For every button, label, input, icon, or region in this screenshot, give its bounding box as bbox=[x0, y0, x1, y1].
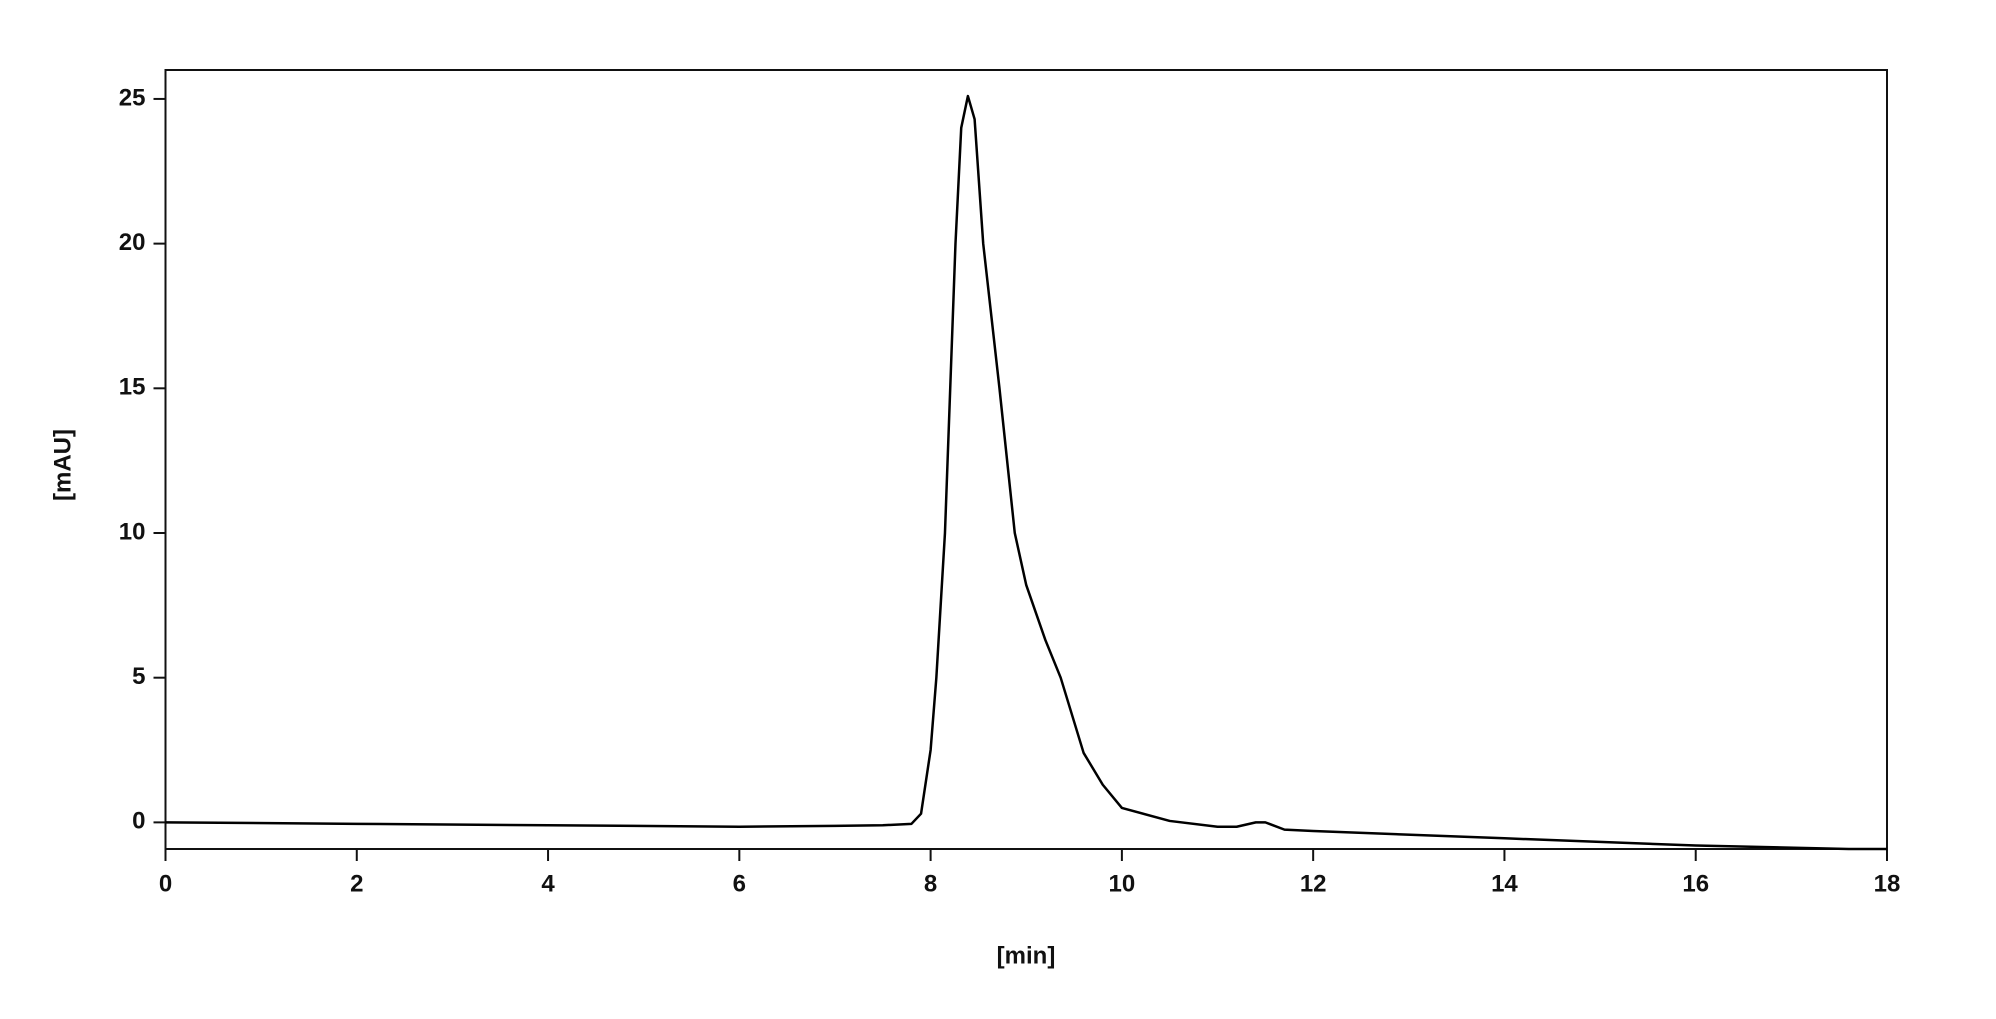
y-axis-label: [mAU] bbox=[49, 429, 76, 501]
y-tick-label: 10 bbox=[119, 518, 146, 545]
x-axis-label: [min] bbox=[997, 942, 1056, 969]
y-tick-label: 20 bbox=[119, 229, 146, 256]
x-tick-label: 14 bbox=[1491, 870, 1518, 897]
y-tick-label: 0 bbox=[132, 808, 145, 835]
x-tick-label: 16 bbox=[1682, 870, 1709, 897]
y-tick-label: 25 bbox=[119, 84, 146, 111]
x-tick-label: 2 bbox=[350, 870, 363, 897]
x-tick-label: 18 bbox=[1874, 870, 1901, 897]
x-tick-label: 0 bbox=[159, 870, 172, 897]
y-tick-label: 5 bbox=[132, 663, 145, 690]
y-tick-label: 15 bbox=[119, 374, 146, 401]
chromatogram-line bbox=[165, 94, 1887, 851]
x-tick-label: 6 bbox=[733, 870, 746, 897]
x-tick-label: 4 bbox=[541, 870, 555, 897]
x-tick-label: 8 bbox=[924, 870, 937, 897]
x-tick-label: 12 bbox=[1300, 870, 1327, 897]
x-tick-label: 10 bbox=[1109, 870, 1136, 897]
plot-frame bbox=[164, 69, 1888, 850]
